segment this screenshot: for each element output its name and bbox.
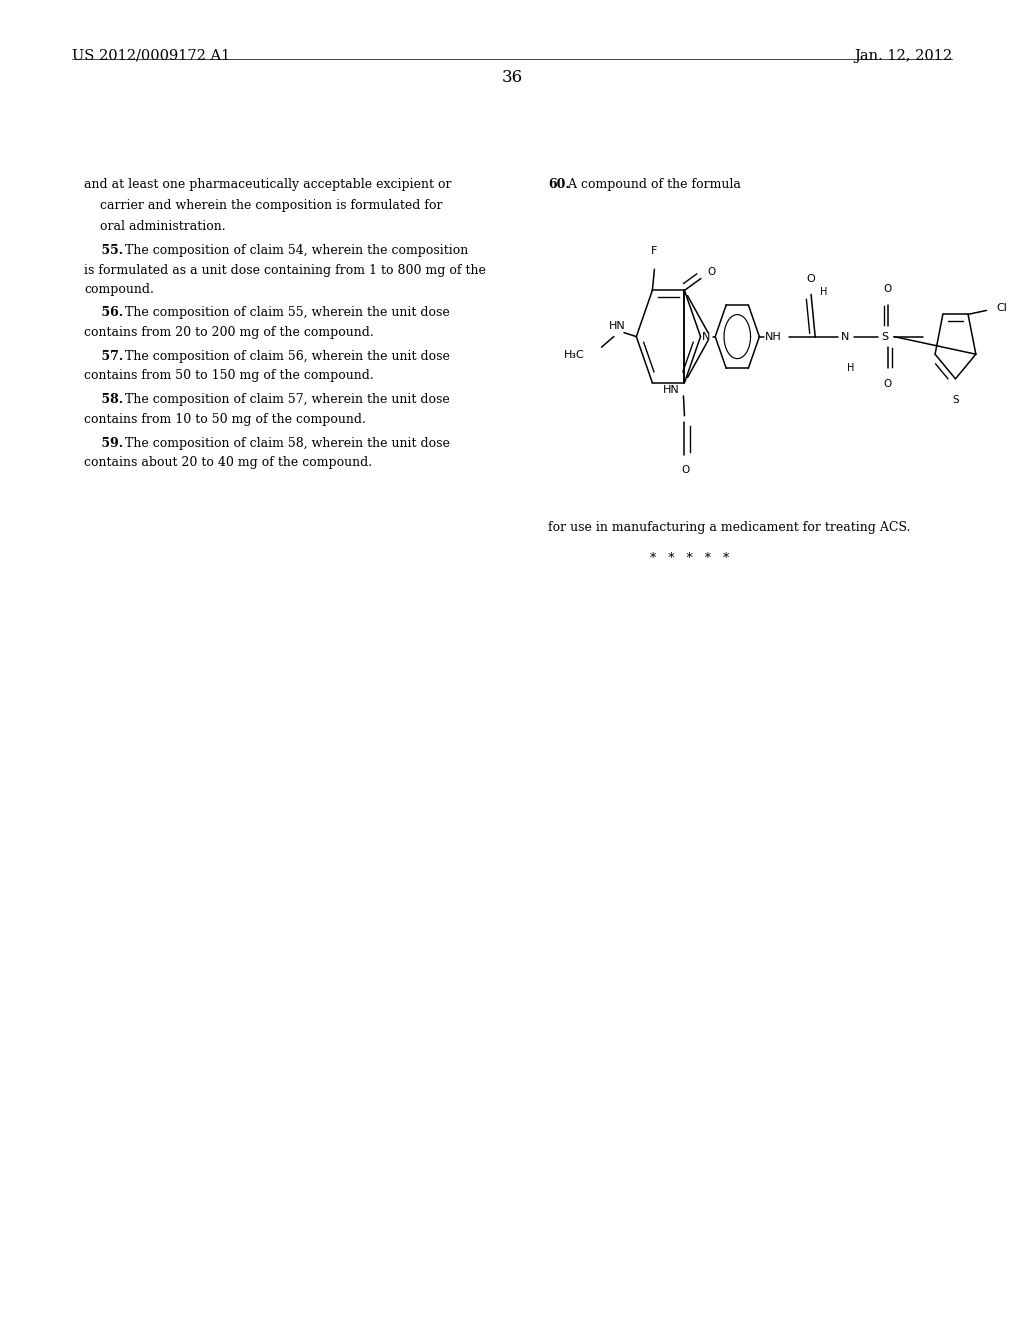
Text: O: O xyxy=(807,273,815,284)
Text: N: N xyxy=(701,331,710,342)
Text: oral administration.: oral administration. xyxy=(100,220,226,234)
Text: Cl: Cl xyxy=(996,302,1008,313)
Text: for use in manufacturing a medicament for treating ACS.: for use in manufacturing a medicament fo… xyxy=(548,521,910,535)
Text: NH: NH xyxy=(765,331,781,342)
Text: A compound of the formula: A compound of the formula xyxy=(564,178,740,191)
Text: O: O xyxy=(884,379,892,389)
Text: 60.: 60. xyxy=(548,178,569,191)
Text: F: F xyxy=(651,246,657,256)
Text: N: N xyxy=(841,331,849,342)
Text: contains about 20 to 40 mg of the compound.: contains about 20 to 40 mg of the compou… xyxy=(84,457,372,470)
Text: The composition of claim 54, wherein the composition: The composition of claim 54, wherein the… xyxy=(121,244,468,257)
Text: compound.: compound. xyxy=(84,284,154,296)
Text: HN: HN xyxy=(609,321,626,331)
Text: 55.: 55. xyxy=(84,244,123,257)
Text: 58.: 58. xyxy=(84,393,123,407)
Text: O: O xyxy=(884,284,892,294)
Text: is formulated as a unit dose containing from 1 to 800 mg of the: is formulated as a unit dose containing … xyxy=(84,264,485,277)
Text: contains from 20 to 200 mg of the compound.: contains from 20 to 200 mg of the compou… xyxy=(84,326,374,339)
Text: *   *   *   *   *: * * * * * xyxy=(650,552,729,565)
Text: S: S xyxy=(882,331,889,342)
Text: H₃C: H₃C xyxy=(564,350,585,360)
Text: US 2012/0009172 A1: US 2012/0009172 A1 xyxy=(72,49,230,63)
Text: The composition of claim 57, wherein the unit dose: The composition of claim 57, wherein the… xyxy=(121,393,450,407)
Text: Jan. 12, 2012: Jan. 12, 2012 xyxy=(854,49,952,63)
Text: O: O xyxy=(707,267,715,277)
Text: H: H xyxy=(820,286,827,297)
Text: O: O xyxy=(681,465,689,475)
Text: 57.: 57. xyxy=(84,350,123,363)
Text: contains from 10 to 50 mg of the compound.: contains from 10 to 50 mg of the compoun… xyxy=(84,413,366,426)
Text: contains from 50 to 150 mg of the compound.: contains from 50 to 150 mg of the compou… xyxy=(84,370,374,383)
Text: 59.: 59. xyxy=(84,437,123,450)
Text: The composition of claim 55, wherein the unit dose: The composition of claim 55, wherein the… xyxy=(121,306,450,319)
Text: HN: HN xyxy=(663,385,679,396)
Text: S: S xyxy=(952,395,958,405)
Text: H: H xyxy=(847,363,855,374)
Text: carrier and wherein the composition is formulated for: carrier and wherein the composition is f… xyxy=(100,199,442,213)
Text: 56.: 56. xyxy=(84,306,123,319)
Text: The composition of claim 58, wherein the unit dose: The composition of claim 58, wherein the… xyxy=(121,437,450,450)
Text: 36: 36 xyxy=(502,69,522,86)
Text: and at least one pharmaceutically acceptable excipient or: and at least one pharmaceutically accept… xyxy=(84,178,452,191)
Text: The composition of claim 56, wherein the unit dose: The composition of claim 56, wherein the… xyxy=(121,350,450,363)
